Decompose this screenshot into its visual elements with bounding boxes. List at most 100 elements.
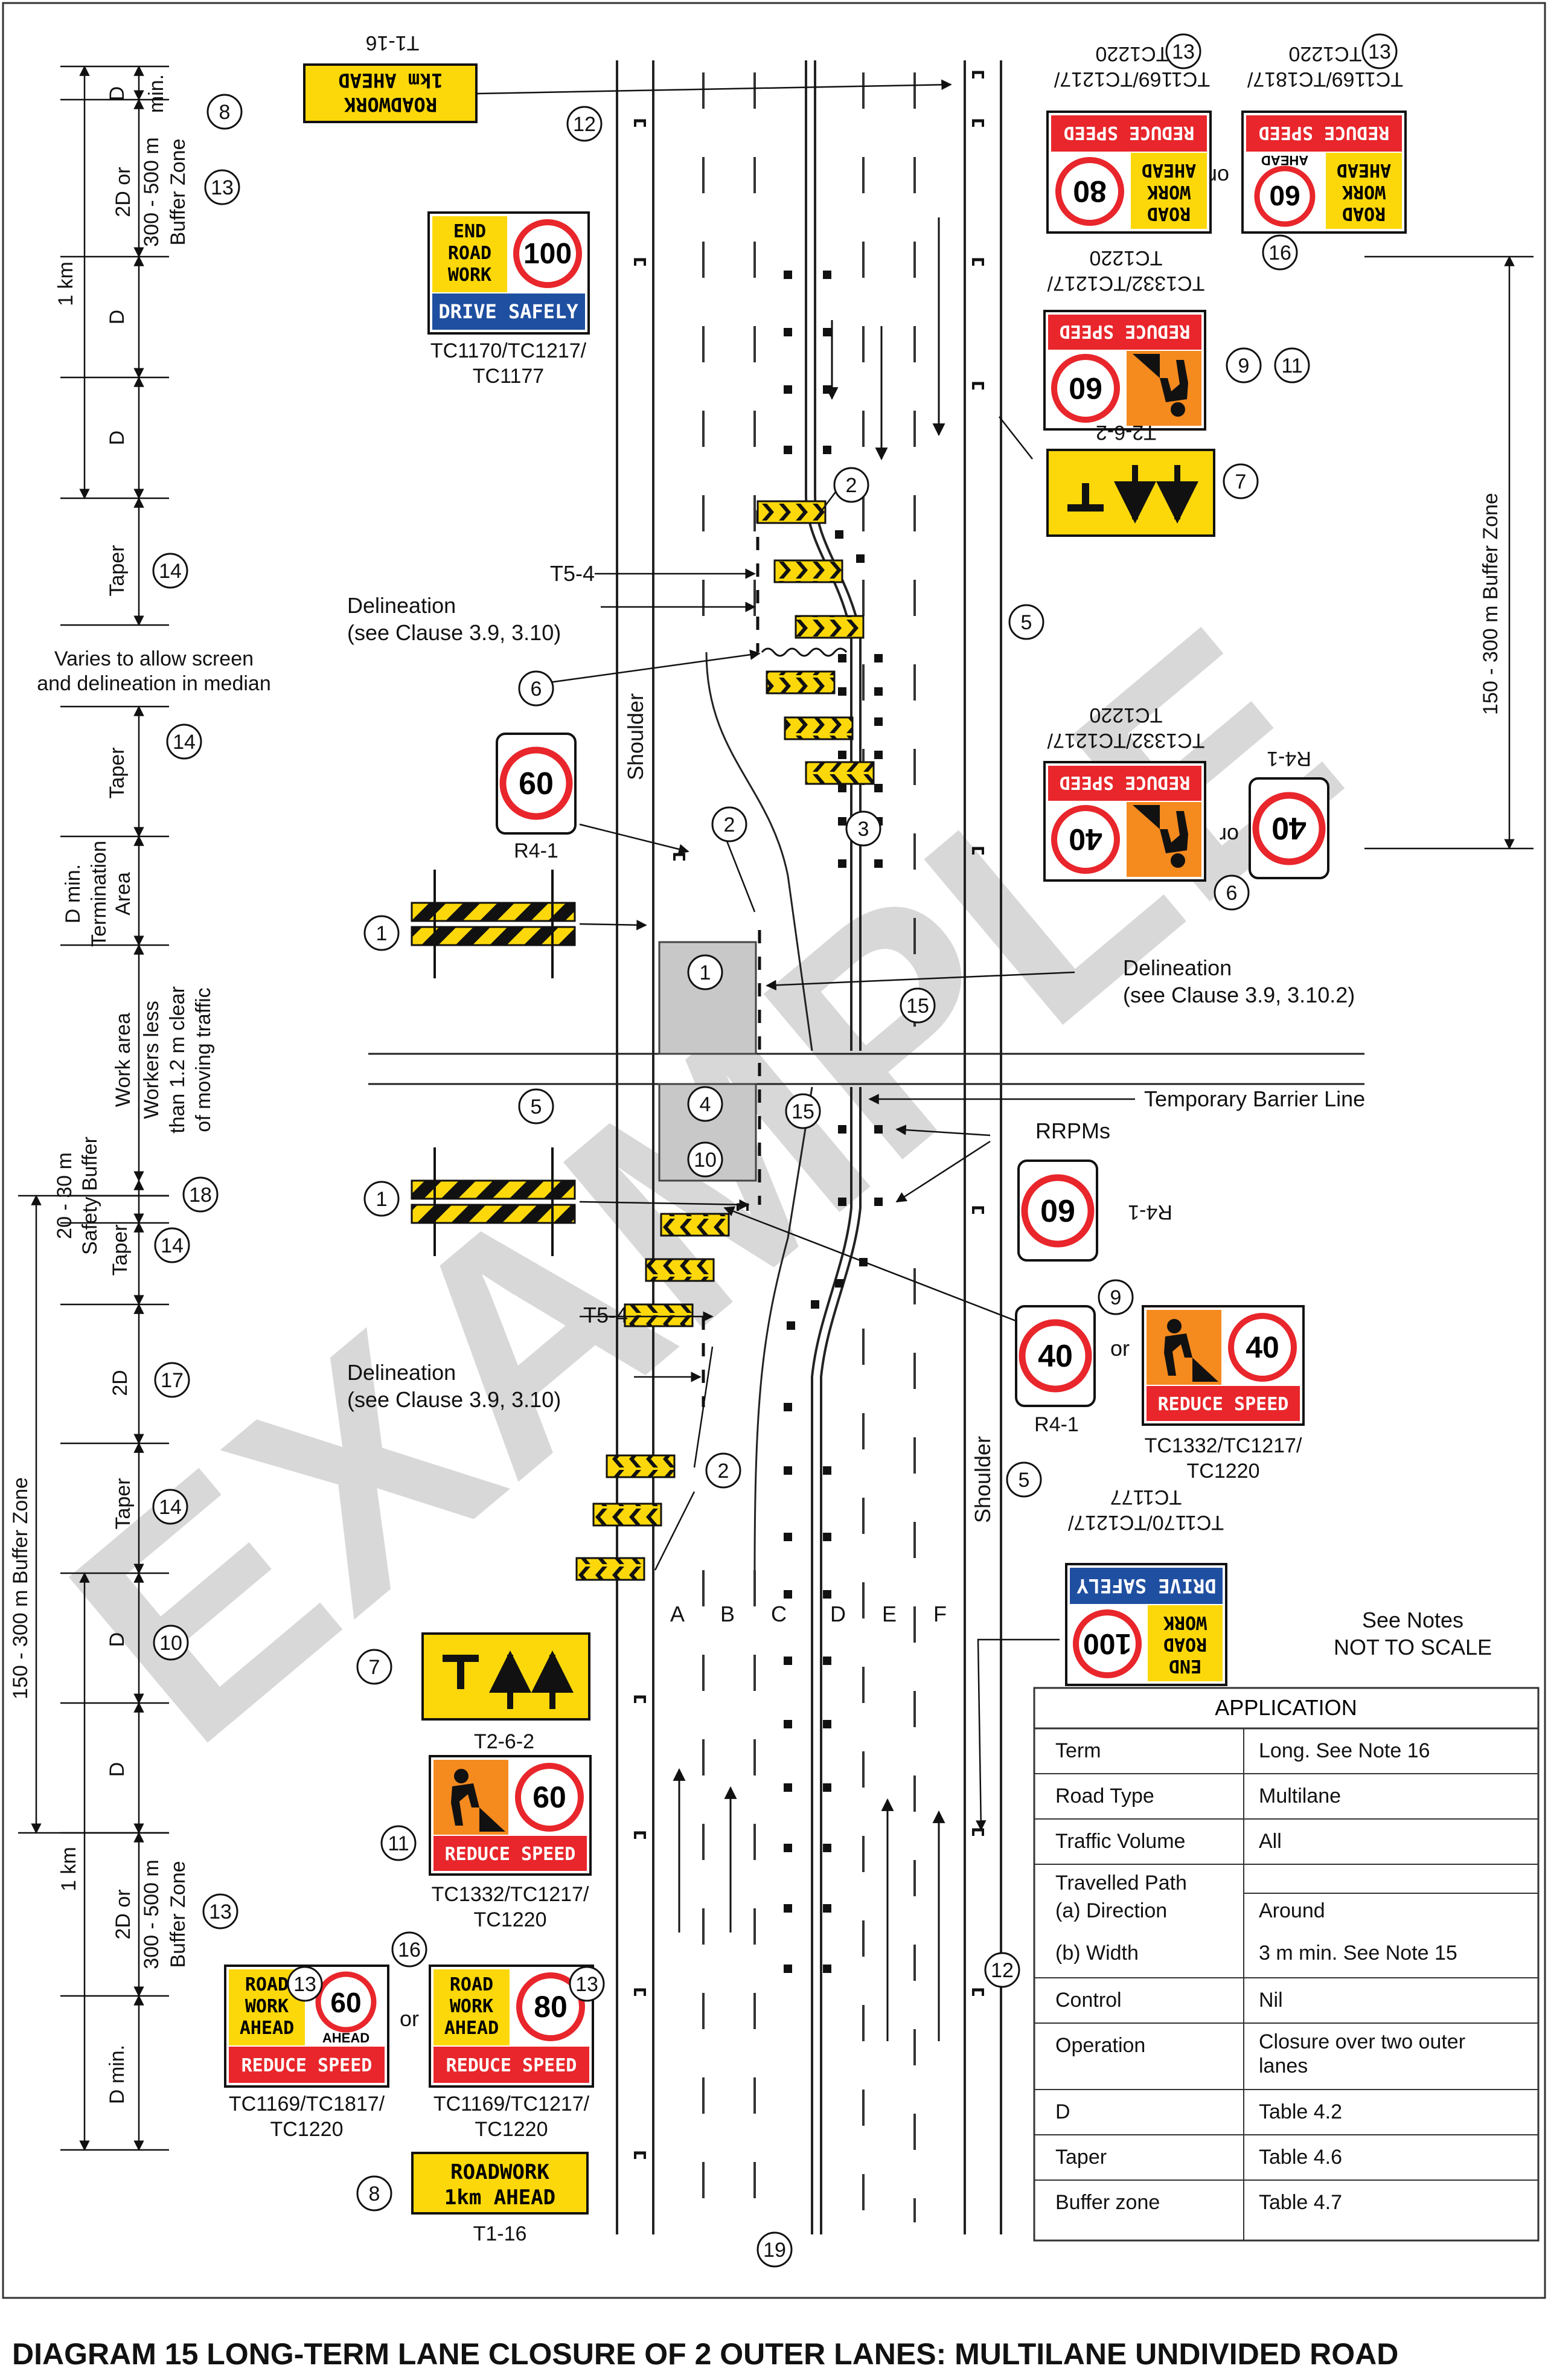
callout-circle <box>705 1452 741 1489</box>
delineation-lines <box>702 510 761 1407</box>
rw80-top-l3: AHEAD <box>1142 159 1196 181</box>
marker-dot <box>823 1590 831 1599</box>
worker-icon <box>1164 1319 1218 1382</box>
dim-20-30: 20 - 30 m <box>53 1152 76 1239</box>
rw80-bottom-l2: WORK <box>450 1996 493 2017</box>
sign-top-roadwork-line2: 1km AHEAD <box>338 69 443 92</box>
callout-circle <box>363 915 400 951</box>
callout-circle <box>756 2231 793 2268</box>
callout-number: 14 <box>161 1234 184 1257</box>
rrpms-label: RRPMs <box>1035 1118 1110 1143</box>
code-t1-16-bottom: T1-16 <box>473 2222 527 2245</box>
barrier-lower <box>411 1147 576 1256</box>
callout-number: 5 <box>531 1095 542 1118</box>
delineation-lower-1: Delineation <box>347 1360 456 1385</box>
table-value: All <box>1259 1830 1282 1853</box>
table-term: (a) Direction <box>1055 1899 1167 1922</box>
end-rw-top-bar: DRIVE SAFELY <box>438 300 578 323</box>
callout-circle <box>204 169 240 205</box>
callout-circle <box>1226 347 1262 383</box>
sign-r4-40-right: 40 <box>1249 777 1329 879</box>
rw80-top-bar: REDUCE SPEED <box>1064 122 1195 143</box>
callout-circle <box>711 806 747 842</box>
callout-number: 8 <box>369 2183 380 2205</box>
worker60-top-bar: REDUCE SPEED <box>1060 321 1191 342</box>
rw60-top-l2: WORK <box>1342 181 1386 202</box>
rw80-top-code2: TC1220 <box>1096 42 1169 65</box>
dim-d-4: D <box>106 1632 129 1647</box>
marker-dot <box>823 1657 831 1665</box>
r4-40-right-speed: 40 <box>1271 810 1307 845</box>
marker-dot <box>874 1125 883 1134</box>
table-value: Around <box>1259 1899 1325 1922</box>
rw60-top-bar: REDUCE SPEED <box>1259 122 1390 143</box>
callout-circle <box>1274 347 1310 383</box>
table-value: Long. See Note 16 <box>1259 1739 1430 1762</box>
dim-taper-1: Taper <box>106 545 129 596</box>
lane-f: F <box>933 1602 947 1626</box>
callout-number: 14 <box>159 560 182 583</box>
marker-dot <box>838 1125 846 1134</box>
marker-dot <box>784 1965 792 1973</box>
callout-circle <box>356 2175 392 2212</box>
marker-dot <box>811 1300 819 1309</box>
callout-number: 12 <box>573 113 596 136</box>
dim-2d: 2D <box>109 1370 132 1396</box>
sign-r4-40-mid: 40 <box>1015 1305 1096 1407</box>
sign-lanes-top <box>1046 449 1215 537</box>
rw80-bottom-l1: ROAD <box>450 1974 493 1995</box>
rw80-top-code1: TC1169/TC1217/ <box>1054 68 1210 91</box>
code-t1-16-top: T1-16 <box>366 31 420 54</box>
chevron-board <box>773 559 843 583</box>
table-term: Buffer zone <box>1055 2191 1160 2214</box>
callout-number: 16 <box>398 1939 421 1961</box>
dim-varies-2: and delineation in median <box>37 672 271 695</box>
dim-2d-or: 2D or <box>112 167 135 217</box>
end-rw-bot-speed: 100 <box>1083 1628 1131 1660</box>
callout-number: 5 <box>1019 1469 1030 1492</box>
rw60-bottom-l3: AHEAD <box>240 2018 294 2039</box>
worker60-bottom-code1: TC1332/TC1217/ <box>432 1883 589 1906</box>
callout-number: 3 <box>858 818 869 841</box>
sign-roadwork-80-top: ROAD WORK AHEAD 80 REDUCE SPEED <box>1046 111 1212 234</box>
marker-dot <box>874 859 883 868</box>
table-term: Taper <box>1055 2146 1107 2169</box>
callout-circle <box>152 1489 188 1525</box>
end-rw-top-speed: 100 <box>523 238 572 270</box>
callout-number: 7 <box>369 1656 380 1679</box>
sign-roadwork-60-top: ROAD WORK AHEAD 60 AHEAD REDUCE SPEED <box>1241 111 1407 234</box>
left-dimension-labels: D min. 2D or 300 - 500 m Buffer Zone 1 k… <box>9 74 271 2104</box>
marker-dot <box>823 446 831 454</box>
callout-number: 13 <box>575 1973 598 1996</box>
callout-number: 13 <box>211 176 234 199</box>
lane-b: B <box>720 1602 735 1626</box>
worker40-mid-speed: 40 <box>1246 1330 1279 1364</box>
callout-circle <box>1214 874 1250 911</box>
callout-circle <box>380 1825 417 1861</box>
callout-circle <box>900 987 936 1024</box>
marker-dot <box>874 1198 883 1206</box>
r4-60-left-speed: 60 <box>519 766 554 801</box>
marker-dot <box>784 1590 792 1599</box>
marker-dot <box>823 385 831 394</box>
callout-number: 13 <box>293 1973 316 1996</box>
callout-number: 4 <box>700 1093 711 1116</box>
shoulder-left: Shoulder <box>623 693 648 780</box>
traffic-arrows <box>673 217 945 2041</box>
end-rw-bot-code2: TC1177 <box>1110 1486 1182 1509</box>
marker-dot <box>838 784 846 792</box>
marker-dot <box>784 271 792 279</box>
callout-number: 1 <box>376 1188 388 1211</box>
table-term: Road Type <box>1055 1785 1154 1807</box>
end-rw-bot-l3: WORK <box>1163 1612 1207 1633</box>
marker-dot <box>823 1844 831 1852</box>
rw60-bottom-code2: TC1220 <box>270 2118 344 2141</box>
dim-min: min. <box>145 74 168 113</box>
rw60-bottom-l1: ROAD <box>245 1974 289 1995</box>
worker40-mid-code1: TC1332/TC1217/ <box>1145 1434 1302 1457</box>
rw80-top-l2: WORK <box>1147 181 1191 202</box>
worker40-right-code2: TC1220 <box>1090 704 1163 727</box>
chevron-board <box>645 1258 715 1282</box>
rw60-top-l3: AHEAD <box>1337 159 1391 181</box>
callout-circle <box>687 1086 723 1122</box>
